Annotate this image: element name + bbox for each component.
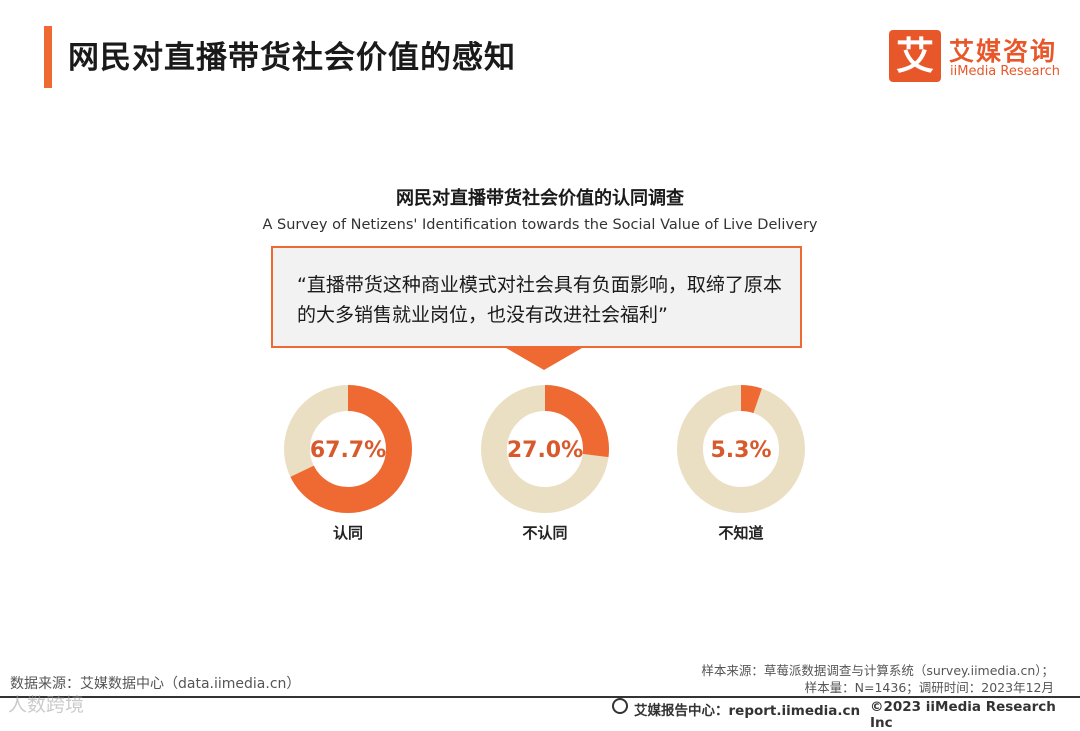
logo-chinese-name: 艾媒咨询: [949, 37, 1058, 66]
sample-source: 样本来源：草莓派数据调查与计算系统（survey.iimedia.cn）；: [701, 663, 1054, 678]
watermark: 人数跨境: [8, 694, 85, 716]
donut-slice-unknown: [677, 385, 805, 513]
globe-icon: [612, 698, 628, 714]
donut-category-label-agree: 认同: [333, 524, 363, 542]
survey-statement-text: “直播带货这种商业模式对社会具有负面影响，取缔了原本的大多销售就业岗位，也没有改…: [297, 274, 782, 326]
footer-divider: [0, 696, 1080, 698]
title-accent-bar: [44, 26, 52, 88]
donut-value-label-unknown: 5.3%: [710, 438, 771, 463]
report-center-link[interactable]: 艾媒报告中心：report.iimedia.cn: [634, 703, 861, 719]
copyright: ©2023 iiMedia Research Inc: [870, 699, 1056, 731]
brand-logo: 艾 艾媒咨询 iiMedia Research: [889, 30, 1064, 82]
chart-subtitle: A Survey of Netizens' Identification tow…: [262, 217, 818, 233]
data-source: 数据来源：艾媒数据中心（data.iimedia.cn）: [10, 676, 301, 692]
donut-slice-agree: [284, 385, 412, 513]
survey-statement-box: “直播带货这种商业模式对社会具有负面影响，取缔了原本的大多销售就业岗位，也没有改…: [271, 246, 802, 348]
chart-title: 网民对直播带货社会价值的认同调查: [396, 188, 684, 209]
statement-pointer: [506, 348, 582, 370]
donut-value-label-agree: 67.7%: [310, 438, 386, 463]
donut-slice-disagree: [481, 385, 609, 513]
logo-mark: 艾: [889, 30, 941, 82]
donut-value-label-disagree: 27.0%: [507, 438, 583, 463]
page-title: 网民对直播带货社会价值的感知: [68, 40, 516, 76]
logo-english-name: iiMedia Research: [950, 64, 1061, 79]
donut-category-label-unknown: 不知道: [718, 524, 763, 542]
sample-size: 样本量：N=1436；调研时间：2023年12月: [804, 680, 1054, 695]
donut-category-label-disagree: 不认同: [522, 524, 567, 542]
